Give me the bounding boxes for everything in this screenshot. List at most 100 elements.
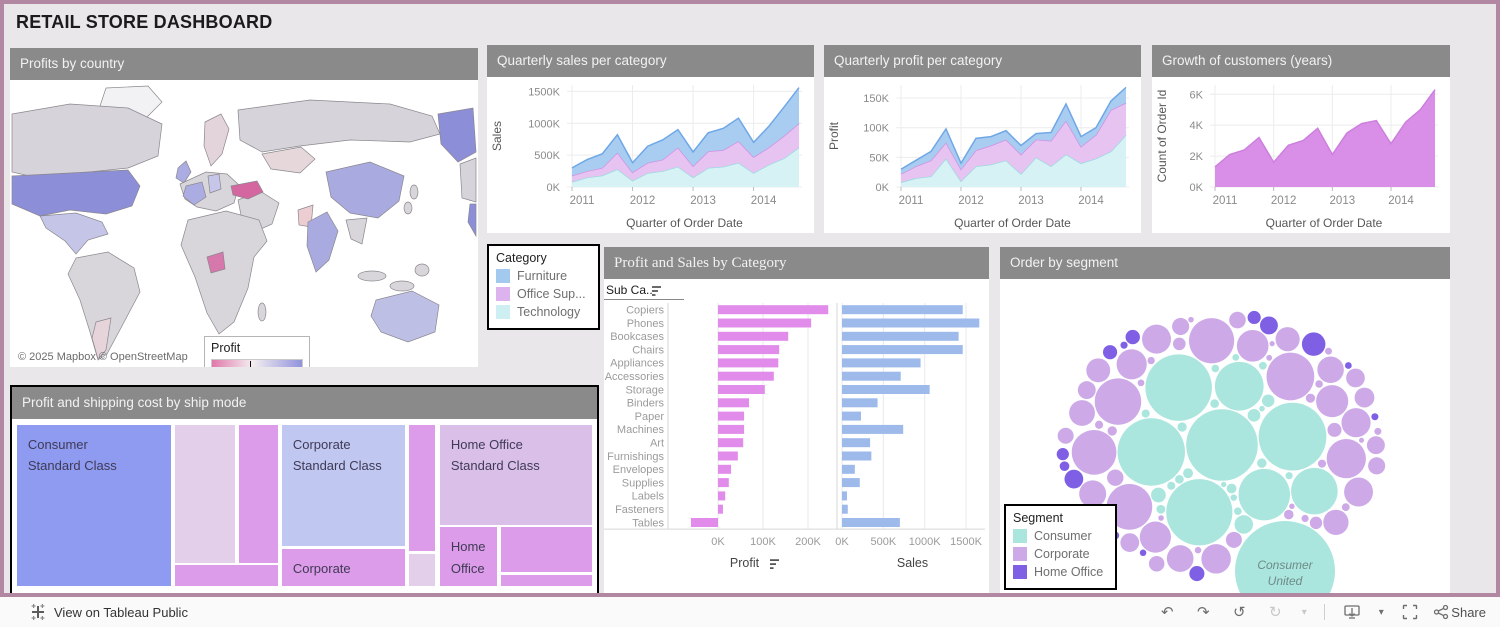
bubble-corporate[interactable] <box>1194 546 1202 554</box>
bubble-corporate[interactable] <box>1120 533 1140 552</box>
sales-bar[interactable] <box>842 451 872 461</box>
bubble-consumer[interactable] <box>1291 467 1338 515</box>
treemap-tile-home-office-standard-class[interactable]: Home Office Standard Class <box>439 425 593 525</box>
bubble-consumer[interactable] <box>1259 405 1265 412</box>
sales-bar[interactable] <box>842 491 847 501</box>
bubble-corporate[interactable] <box>1116 349 1147 380</box>
bubble-corporate[interactable] <box>1305 393 1316 403</box>
profit-bar[interactable] <box>718 411 745 421</box>
bubble-consumer[interactable] <box>1167 481 1176 490</box>
map-profit-legend[interactable]: Profit -98,447 286,397 <box>204 336 310 367</box>
bubble-corporate[interactable] <box>1326 438 1366 479</box>
sales-bar[interactable] <box>842 385 930 394</box>
legend-item-home-office[interactable]: Home Office <box>1013 565 1108 579</box>
revert-button[interactable]: ↺ <box>1233 604 1246 621</box>
treemap-tile[interactable] <box>409 425 436 552</box>
bubble-corporate[interactable] <box>1071 430 1117 475</box>
download-caret-icon[interactable]: ▾ <box>1378 606 1384 618</box>
country-south_america[interactable] <box>67 251 141 361</box>
bubble-consumer[interactable] <box>1234 515 1254 534</box>
bubble-corporate[interactable] <box>1147 356 1155 365</box>
profit-bar[interactable] <box>718 478 729 488</box>
bubble-consumer[interactable] <box>1247 408 1261 422</box>
download-button[interactable] <box>1339 601 1365 623</box>
bubble-consumer[interactable] <box>1261 394 1275 407</box>
bubble-home-office[interactable] <box>1064 469 1084 489</box>
bubble-home-office[interactable] <box>1120 341 1128 349</box>
bubble-corporate[interactable] <box>1317 459 1327 468</box>
bubble-corporate[interactable] <box>1107 469 1124 486</box>
country-africa[interactable] <box>257 302 267 322</box>
bubble-consumer[interactable] <box>1141 409 1150 418</box>
country-seasia[interactable] <box>357 270 387 282</box>
bubble-consumer[interactable] <box>1175 474 1184 484</box>
bubble-consumer[interactable] <box>1233 507 1242 516</box>
bubble-consumer[interactable] <box>1259 361 1267 370</box>
treemap-tile-consumer-standard-class[interactable]: Consumer Standard Class <box>16 425 171 586</box>
bubble-home-office[interactable] <box>1247 310 1261 325</box>
profit-bar[interactable] <box>718 491 726 501</box>
sales-bar[interactable] <box>842 504 848 514</box>
q_profit-svg[interactable]: 0K 50K 100K 150K 2011 2012 2013 2014 Quarter of … <box>824 77 1141 233</box>
country-kazakhstan[interactable] <box>261 146 316 174</box>
quarterly-profit-chart[interactable]: 0K 50K 100K 150K 2011 2012 2013 2014 Quarter of … <box>824 77 1141 233</box>
sales-bar[interactable] <box>842 398 878 408</box>
bubble-consumer[interactable] <box>1150 487 1166 503</box>
bubble-corporate[interactable] <box>1341 408 1371 438</box>
bubble-corporate[interactable] <box>1309 516 1323 530</box>
country-france[interactable] <box>182 181 207 206</box>
treemap-tile-corporate-standard-class[interactable]: Corporate Standard Class <box>281 425 405 547</box>
profit-bar[interactable] <box>718 438 744 448</box>
bubble-corporate[interactable] <box>1269 341 1275 347</box>
share-button[interactable]: Share <box>1433 601 1486 623</box>
area-series-technology[interactable] <box>572 147 799 187</box>
bubble-consumer[interactable] <box>1230 494 1237 501</box>
bubble-consumer[interactable] <box>1235 521 1335 596</box>
treemap-tile[interactable] <box>409 553 436 586</box>
treemap-tile[interactable] <box>174 565 278 586</box>
segment-bubble-chart[interactable]: Consumer United <box>1000 279 1450 596</box>
bubble-consumer[interactable] <box>1258 402 1327 471</box>
bubble-corporate[interactable] <box>1316 385 1349 418</box>
legend-item-technology[interactable]: Technology <box>496 305 591 319</box>
profit-bar[interactable] <box>718 318 812 328</box>
sales-bar[interactable] <box>842 371 901 381</box>
country-mexico[interactable] <box>39 212 109 255</box>
profit-gradient-bar[interactable] <box>211 359 303 367</box>
bubble-corporate[interactable] <box>1077 381 1096 400</box>
bubble-corporate[interactable] <box>1057 427 1074 444</box>
bubbles-svg[interactable]: Consumer United <box>1000 279 1450 596</box>
profit-bar[interactable] <box>718 345 780 355</box>
bubble-corporate[interactable] <box>1107 426 1117 436</box>
legend-item-consumer[interactable]: Consumer <box>1013 529 1108 543</box>
bubble-corporate[interactable] <box>1158 515 1164 521</box>
refresh-button[interactable]: ↻ <box>1269 604 1282 621</box>
bubble-consumer[interactable] <box>1186 409 1258 481</box>
bubble-corporate[interactable] <box>1344 477 1374 507</box>
area-series-technology[interactable] <box>901 134 1126 187</box>
bubble-corporate[interactable] <box>1201 544 1231 574</box>
sales-bar[interactable] <box>842 518 900 527</box>
redo-button[interactable]: ↷ <box>1197 604 1210 621</box>
bubble-corporate[interactable] <box>1368 457 1386 475</box>
bubble-corporate[interactable] <box>1346 368 1365 388</box>
bubble-corporate[interactable] <box>1275 327 1300 352</box>
treemap-tile[interactable] <box>501 574 593 586</box>
bubble-corporate[interactable] <box>1142 324 1172 354</box>
gradient-marker[interactable] <box>249 361 252 367</box>
bubble-home-office[interactable] <box>1056 448 1069 461</box>
bubble-consumer[interactable] <box>1220 481 1227 488</box>
bubble-corporate[interactable] <box>1301 514 1309 523</box>
country-seasia[interactable] <box>389 280 415 292</box>
area-series-count-of-order-id[interactable] <box>1215 89 1435 187</box>
country-usa[interactable] <box>11 169 141 217</box>
profit-bar[interactable] <box>718 398 750 408</box>
country-wrap_strip[interactable] <box>467 203 477 238</box>
sales-bar[interactable] <box>842 411 862 421</box>
country-argentina[interactable] <box>91 317 112 360</box>
sales-bar[interactable] <box>842 438 871 448</box>
bubble-consumer[interactable] <box>1183 468 1194 479</box>
bubble-home-office[interactable] <box>1301 332 1326 356</box>
profit-bar[interactable] <box>718 504 723 514</box>
profit-bar[interactable] <box>718 385 765 394</box>
